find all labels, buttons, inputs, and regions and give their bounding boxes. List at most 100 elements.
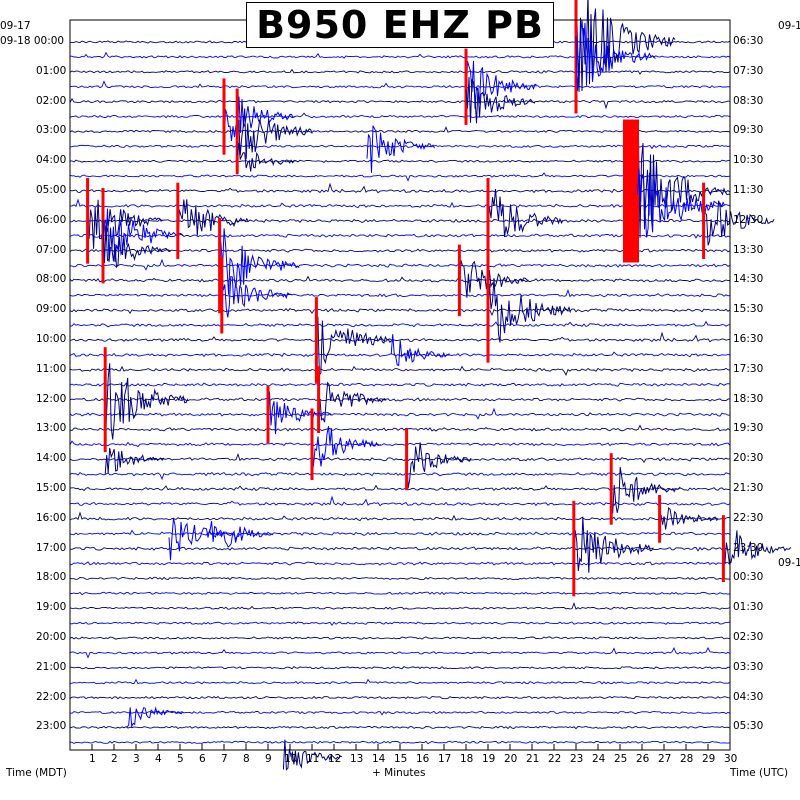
clipped-signal-marker: [486, 177, 490, 264]
trace-row: [69, 144, 731, 150]
trace-row: [69, 397, 731, 403]
right-hour-label: 15:30: [733, 303, 764, 316]
x-tick-label: 28: [680, 753, 694, 765]
left-hour-label: 09-18 00:00: [0, 35, 65, 47]
trace-row: [69, 484, 731, 492]
clipped-signal-marker: [405, 428, 409, 491]
left-axis-label: Time (MDT): [6, 767, 67, 779]
x-tick-label: 11: [306, 753, 320, 765]
right-hour-label: 17:30: [733, 362, 764, 375]
trace-row: [69, 695, 731, 700]
trace-row: [69, 68, 731, 75]
left-hour-label: 20:00: [36, 631, 67, 643]
clipped-signal-marker: [574, 0, 578, 114]
clipped-signal-marker: [222, 78, 226, 155]
event-waveform: [573, 516, 654, 573]
event-waveform: [221, 266, 293, 318]
trace-row: [69, 561, 731, 566]
trace-row: [69, 511, 731, 522]
right-hour-label: 01:30: [733, 601, 764, 614]
clipped-signal-marker: [220, 257, 224, 334]
trace-row: [69, 452, 731, 464]
left-hour-label: 22:00: [36, 690, 67, 703]
left-hour-label: 11:00: [36, 362, 67, 375]
right-date-change: 09-1: [778, 557, 800, 569]
left-hour-label: 19:00: [36, 601, 67, 614]
trace-row: [69, 666, 731, 670]
x-tick-label: 15: [394, 753, 408, 765]
x-tick-label: 7: [221, 753, 228, 765]
x-tick-label: 18: [460, 753, 474, 765]
trace-row: [69, 546, 731, 552]
trace-row: [69, 159, 731, 163]
x-tick-label: 26: [636, 753, 650, 765]
event-waveform: [575, 19, 656, 91]
right-hour-label: 03:30: [733, 660, 764, 673]
left-hour-label: 08:00: [36, 273, 67, 286]
left-hour-label: 15:00: [36, 482, 67, 494]
trace-row: [69, 98, 731, 110]
clipped-signal-marker: [310, 408, 314, 480]
event-waveform: [102, 208, 183, 263]
x-tick-label: 13: [350, 753, 364, 765]
event-waveform: [610, 467, 681, 514]
chart-title-box: B950 EHZ PB: [246, 2, 554, 48]
right-hour-label: 13:30: [733, 243, 764, 256]
event-waveform: [390, 334, 450, 367]
trace-row: [69, 601, 731, 610]
trace-row: [69, 275, 731, 284]
x-tick-label: 2: [111, 753, 118, 765]
trace-group: [69, 40, 731, 745]
clipped-signal-marker: [572, 500, 576, 597]
clipped-signal-marker: [86, 177, 90, 264]
right-hour-label: 02:30: [733, 631, 764, 643]
trace-row: [69, 233, 731, 239]
trace-row: [69, 172, 731, 182]
left-hour-label: 01:00: [36, 64, 67, 77]
x-tick-label: 3: [133, 753, 140, 765]
trace-row: [69, 407, 731, 420]
trace-row: [69, 126, 731, 134]
event-waveform: [637, 168, 726, 238]
left-hour-label: 09:00: [36, 303, 67, 316]
trace-row: [69, 112, 731, 119]
right-hour-label: 19:30: [733, 422, 764, 435]
left-hour-label: 18:00: [36, 571, 67, 584]
trace-row: [69, 646, 731, 659]
event-waveform: [722, 521, 792, 565]
trace-row: [69, 289, 731, 298]
event-waveform: [104, 447, 165, 474]
left-hour-label: 10:00: [36, 333, 67, 345]
event-waveform: [465, 76, 536, 124]
event-waveform: [177, 199, 249, 252]
x-tick-label: 12: [328, 753, 342, 765]
event-group: [86, 0, 792, 771]
event-waveform: [102, 220, 171, 269]
right-hour-label: 08:30: [733, 94, 764, 107]
right-hour-label: 14:30: [733, 273, 764, 286]
trace-row: [69, 740, 731, 745]
left-hour-label: 21:00: [36, 660, 67, 673]
left-hour-label: 13:00: [36, 422, 67, 435]
x-tick-label: 23: [570, 753, 584, 765]
event-waveform: [104, 363, 189, 445]
x-tick-label: 25: [614, 753, 628, 765]
event-waveform: [219, 228, 300, 295]
trace-row: [69, 710, 731, 716]
x-tick-label: 1: [89, 753, 96, 765]
event-waveform: [315, 316, 392, 376]
right-hour-label: 23:30: [733, 541, 764, 554]
trace-row: [69, 248, 731, 253]
event-waveform: [311, 426, 382, 473]
trace-row: [69, 320, 731, 328]
event-waveform: [208, 521, 274, 548]
x-tick-label: 22: [548, 753, 562, 765]
right-hour-label: 21:30: [733, 482, 764, 494]
event-waveform: [487, 278, 571, 343]
right-hour-label: 06:30: [733, 35, 764, 47]
trace-row: [69, 495, 731, 507]
event-waveform: [282, 739, 343, 771]
left-hour-label: 12:00: [36, 392, 67, 405]
event-waveform: [236, 108, 313, 160]
left-hour-label: 07:00: [36, 243, 67, 256]
